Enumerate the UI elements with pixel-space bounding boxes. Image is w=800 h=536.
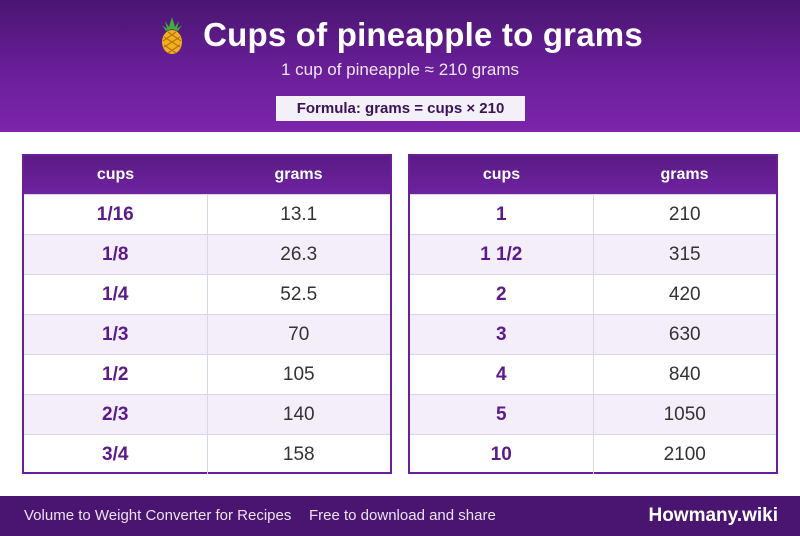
header-banner: Cups of pineapple to grams 1 cup of pine… bbox=[0, 0, 800, 132]
cups-cell: 1/4 bbox=[24, 275, 208, 314]
table-row: 1/16 13.1 bbox=[24, 194, 390, 234]
table-row: 5 1050 bbox=[410, 394, 776, 434]
grams-cell: 70 bbox=[288, 323, 310, 345]
grams-cell: 158 bbox=[282, 443, 315, 465]
conversion-table-left: cups grams 1/16 13.1 1/8 26.3 1/4 52.5 1… bbox=[22, 154, 392, 474]
title-row: Cups of pineapple to grams bbox=[0, 14, 800, 56]
grams-cell: 105 bbox=[282, 363, 315, 385]
formula-box: Formula: grams = cups × 210 bbox=[276, 96, 525, 121]
cups-cell: 10 bbox=[410, 435, 594, 474]
table-header: cups grams bbox=[410, 156, 776, 194]
grams-cell: 315 bbox=[668, 243, 701, 265]
table-row: 2 420 bbox=[410, 274, 776, 314]
grams-cell: 52.5 bbox=[280, 283, 318, 305]
column-header-grams: grams bbox=[660, 166, 709, 183]
cups-cell: 1/8 bbox=[24, 235, 208, 274]
subtitle: 1 cup of pineapple ≈ 210 grams bbox=[280, 60, 520, 79]
table-row: 2/3 140 bbox=[24, 394, 390, 434]
cups-cell: 2/3 bbox=[24, 395, 208, 434]
cups-cell: 1/3 bbox=[24, 315, 208, 354]
table-row: 1/4 52.5 bbox=[24, 274, 390, 314]
table-row: 1/2 105 bbox=[24, 354, 390, 394]
cups-cell: 5 bbox=[410, 395, 594, 434]
table-row: 3/4 158 bbox=[24, 434, 390, 474]
grams-cell: 2100 bbox=[663, 443, 706, 465]
column-header-grams: grams bbox=[274, 166, 323, 183]
table-row: 1/8 26.3 bbox=[24, 234, 390, 274]
table-row: 3 630 bbox=[410, 314, 776, 354]
table-row: 1/3 70 bbox=[24, 314, 390, 354]
cups-cell: 2 bbox=[410, 275, 594, 314]
grams-cell: 13.1 bbox=[280, 203, 318, 225]
footer-tagline: Volume to Weight Converter for Recipes bbox=[24, 507, 292, 524]
conversion-table-right: cups grams 1 210 1 1/2 315 2 420 3 630 4… bbox=[408, 154, 778, 474]
table-header: cups grams bbox=[24, 156, 390, 194]
cups-cell: 4 bbox=[410, 355, 594, 394]
footer-bar: Volume to Weight Converter for Recipes F… bbox=[0, 496, 800, 536]
pineapple-icon bbox=[157, 15, 187, 55]
footer-share-note: Free to download and share bbox=[309, 507, 496, 524]
cups-cell: 3 bbox=[410, 315, 594, 354]
column-header-cups: cups bbox=[482, 166, 521, 183]
grams-cell: 1050 bbox=[663, 403, 706, 425]
grams-cell: 26.3 bbox=[280, 243, 318, 265]
cups-cell: 1/2 bbox=[24, 355, 208, 394]
cups-cell: 1/16 bbox=[24, 195, 208, 234]
table-row: 1 210 bbox=[410, 194, 776, 234]
table-row: 4 840 bbox=[410, 354, 776, 394]
column-header-cups: cups bbox=[96, 166, 135, 183]
grams-cell: 420 bbox=[668, 283, 701, 305]
cups-cell: 1 1/2 bbox=[410, 235, 594, 274]
page-title: Cups of pineapple to grams bbox=[203, 16, 643, 53]
table-row: 10 2100 bbox=[410, 434, 776, 474]
grams-cell: 840 bbox=[668, 363, 701, 385]
brand-logo[interactable]: Howmany.wiki bbox=[648, 505, 778, 526]
grams-cell: 210 bbox=[668, 203, 701, 225]
cups-cell: 3/4 bbox=[24, 435, 208, 474]
cups-cell: 1 bbox=[410, 195, 594, 234]
grams-cell: 140 bbox=[282, 403, 315, 425]
table-row: 1 1/2 315 bbox=[410, 234, 776, 274]
grams-cell: 630 bbox=[668, 323, 701, 345]
